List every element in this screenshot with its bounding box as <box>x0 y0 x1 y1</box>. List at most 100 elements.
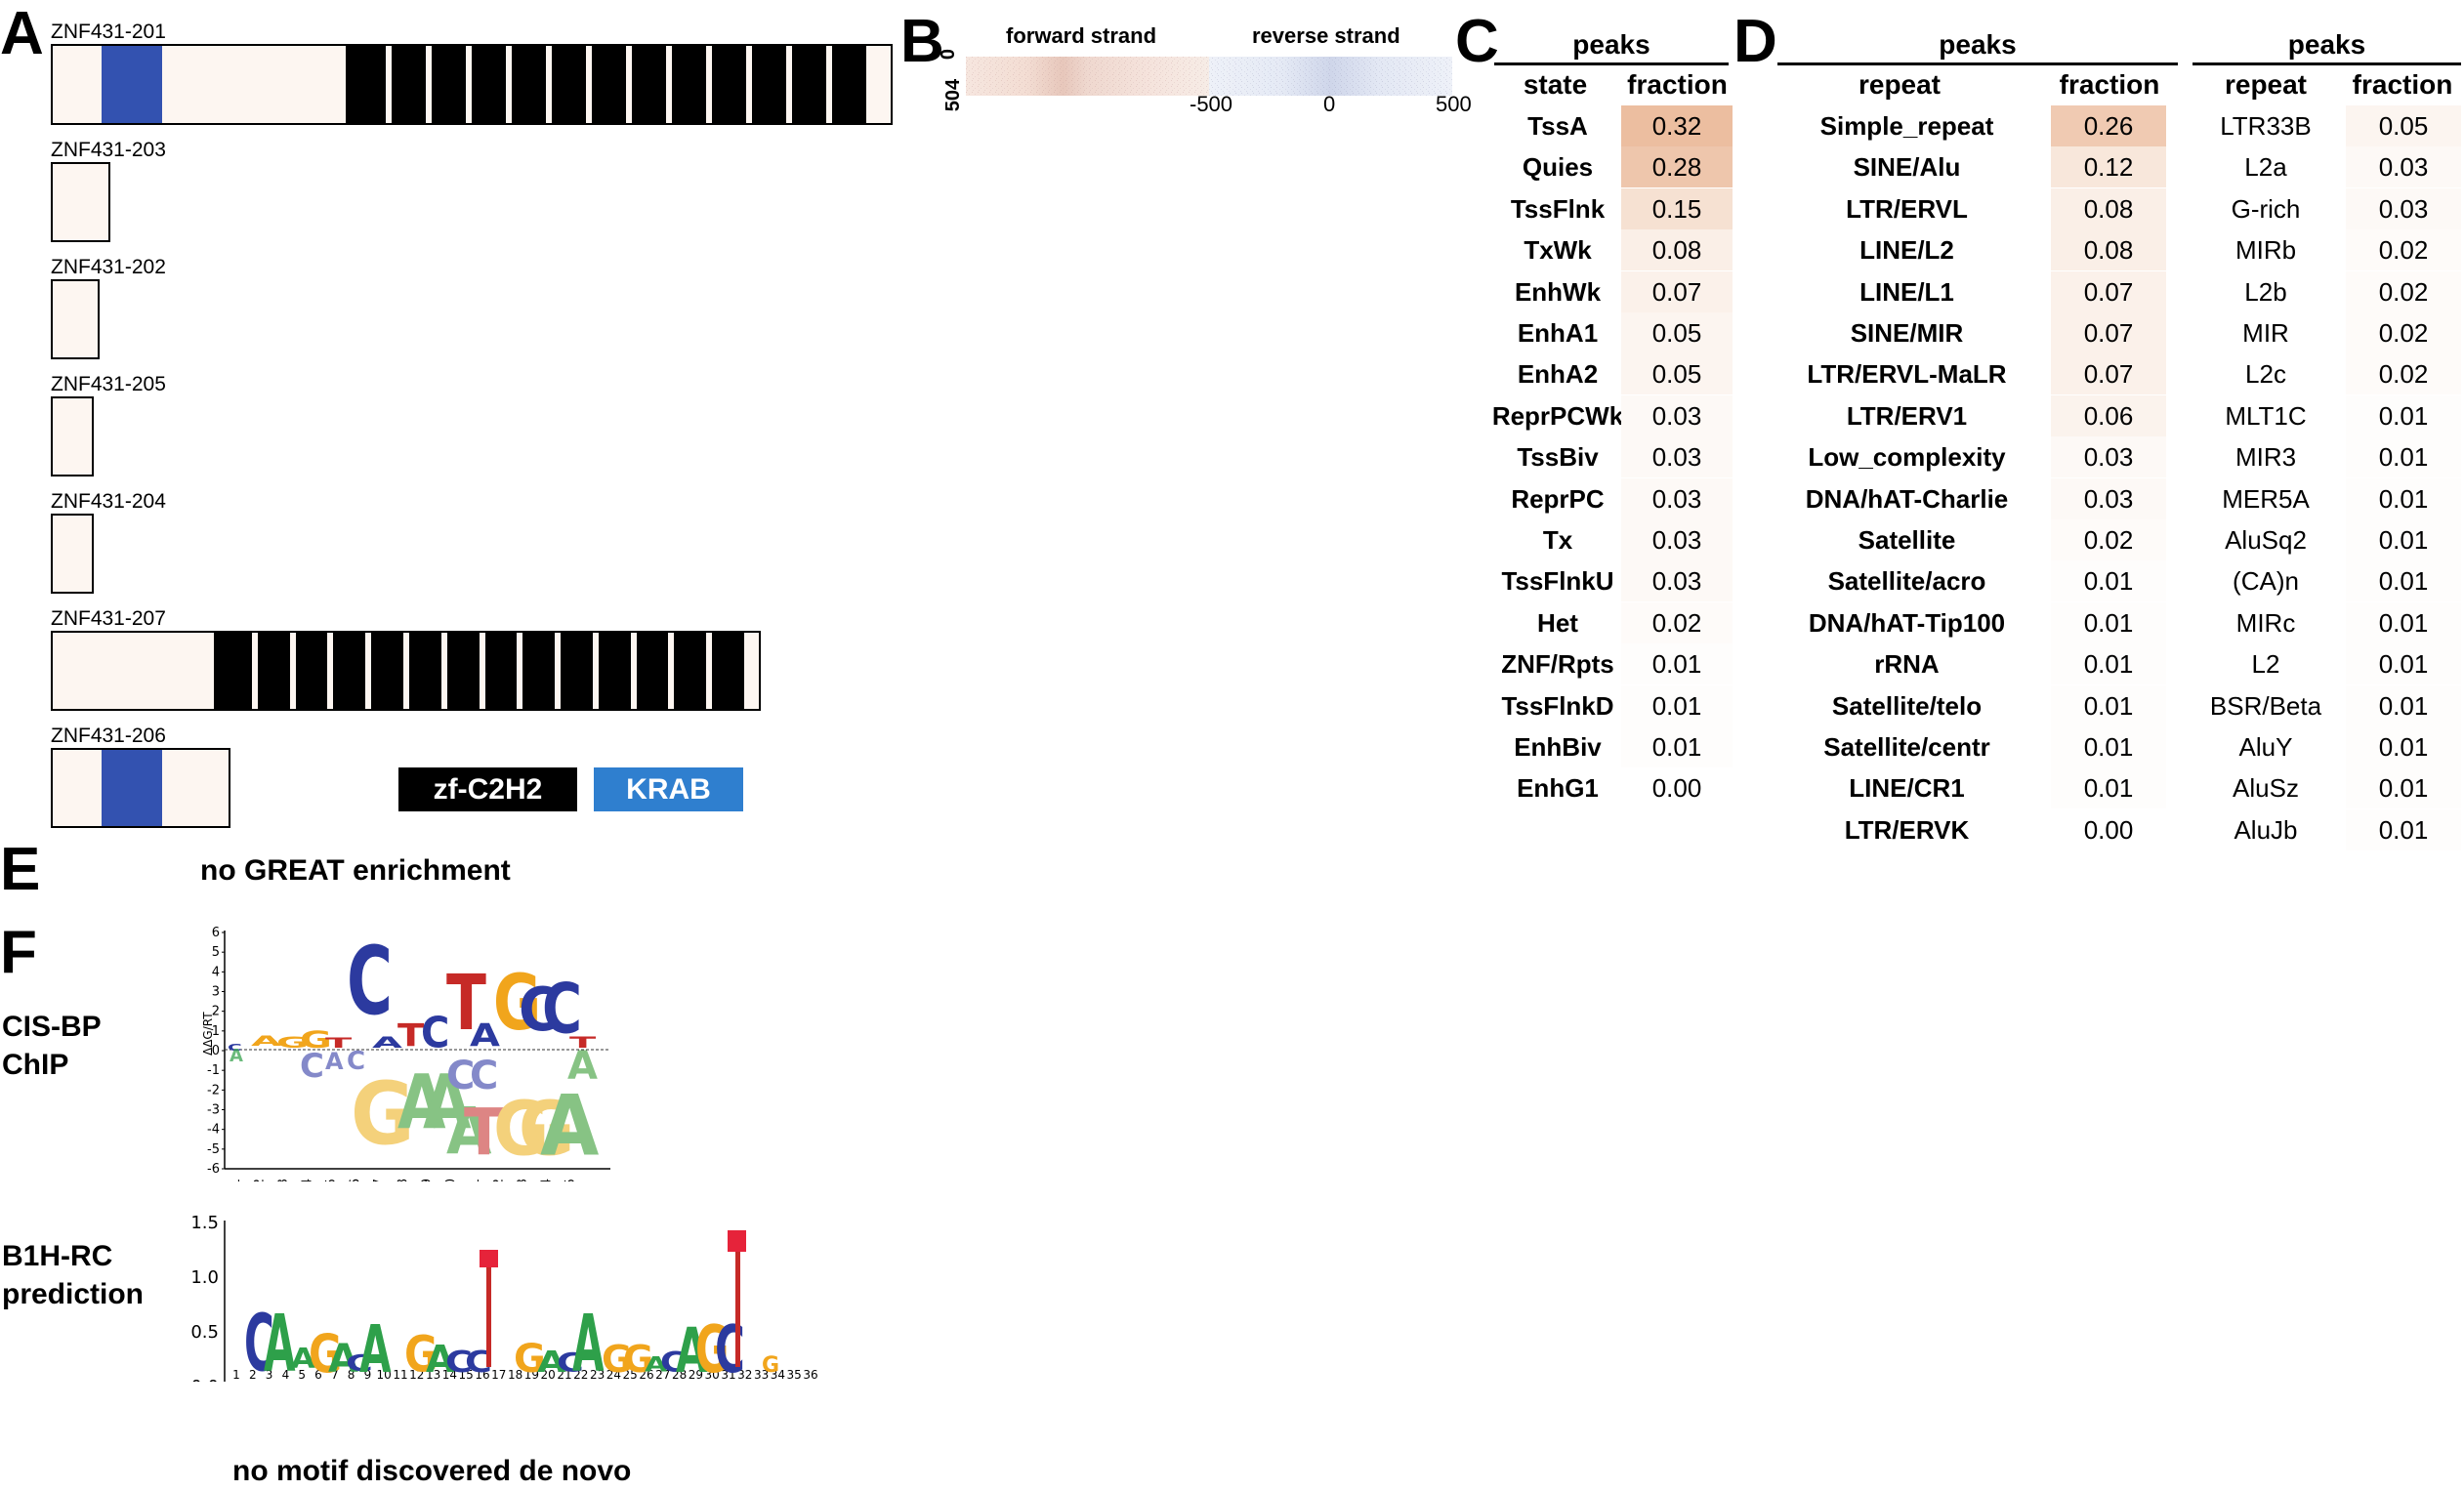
cisbp-xtick: 9 <box>420 1179 435 1181</box>
zf-separator <box>386 46 392 123</box>
b1h-xtick: 19 <box>524 1368 539 1382</box>
svg-text:A: A <box>325 1048 344 1075</box>
chromhmm-state: EnhA2 <box>1517 359 1599 390</box>
b1h-xtick: 27 <box>655 1368 670 1382</box>
b1h-xtick: 30 <box>705 1368 720 1382</box>
cisbp-ytick: 1 <box>212 1024 220 1039</box>
chromhmm-title: peaks <box>1572 29 1650 60</box>
repeat-family-name: MIRb <box>2234 235 2297 266</box>
cisbp-label-1: CIS-BP <box>2 1011 102 1043</box>
chromhmm-state: EnhG1 <box>1517 773 1599 804</box>
chromhmm-fraction-cell: 0.03 <box>1621 560 1733 602</box>
svg-text:C: C <box>244 1300 274 1382</box>
b1h-xtick: 31 <box>721 1368 735 1382</box>
b1h-label-2: prediction <box>2 1278 145 1310</box>
cisbp-letters-positive: C A G G T C A T C T A G C C T <box>228 928 597 1057</box>
heatmap-xtick: -500 <box>1190 92 1233 116</box>
svg-text:A: A <box>470 1016 500 1054</box>
isoform-bar <box>51 44 893 125</box>
repeat-family-name: MIR3 <box>2234 442 2297 473</box>
svg-text:C: C <box>660 1346 686 1379</box>
svg-text:C: C <box>421 1008 449 1057</box>
cisbp-xtick: 14 <box>540 1179 555 1181</box>
repeat-class-name: rRNA <box>1874 649 1940 680</box>
zf-separator <box>826 46 832 123</box>
repeat-family-fraction-cell: 0.05 <box>2346 105 2461 146</box>
b1h-xtick: 22 <box>573 1368 588 1382</box>
b1h-xtick: 7 <box>331 1368 339 1382</box>
repeat-class-name: LINE/CR1 <box>1849 773 1965 804</box>
chromhmm-state: TssFlnkD <box>1501 690 1614 721</box>
svg-text:A: A <box>359 1312 392 1382</box>
cisbp-xtick: 2 <box>253 1179 268 1181</box>
repeat-family-title: peaks <box>2287 29 2366 60</box>
repeat-family-name: MIRc <box>2235 607 2296 638</box>
svg-text:T: T <box>397 1016 425 1054</box>
chromhmm-state: Het <box>1537 607 1578 638</box>
repeat-family-name: AluJb <box>2234 814 2298 845</box>
b1h-xtick: 24 <box>606 1368 621 1382</box>
repeat-class-fraction-cell: 0.01 <box>2051 601 2166 643</box>
b1h-xtick: 6 <box>314 1368 322 1382</box>
cisbp-xtick: 6 <box>349 1179 363 1181</box>
svg-text:A: A <box>645 1353 667 1377</box>
chromhmm-fraction-cell: 0.15 <box>1621 187 1733 229</box>
svg-text:A: A <box>328 1337 358 1382</box>
repeat-class-name: Satellite/acro <box>1827 566 1986 597</box>
repeat-class-fraction-cell: 0.03 <box>2051 436 2166 478</box>
reverse-strand-label: reverse strand <box>1252 23 1400 48</box>
chromhmm-fraction-cell: 0.03 <box>1621 477 1733 519</box>
chromhmm-state: TxWk <box>1524 235 1592 266</box>
zf-separator <box>251 633 258 709</box>
cisbp-ytick: -6 <box>207 1162 220 1177</box>
repeat-class-fraction-cell: 0.03 <box>2051 477 2166 519</box>
repeat-class-name: LINE/L1 <box>1859 276 1954 307</box>
krab-domain <box>102 750 162 826</box>
repeat-family-fraction-cell: 0.03 <box>2346 146 2461 188</box>
panel-letter-b: B <box>900 8 944 75</box>
repeat-family-fraction-cell: 0.01 <box>2346 726 2461 767</box>
cisbp-xtick: 5 <box>324 1179 339 1181</box>
repeat-class-name: LTR/ERV1 <box>1846 400 1968 431</box>
denovo-text: no motif discovered de novo <box>232 1455 632 1487</box>
repeat-family-col-repeat: repeat <box>2224 69 2308 100</box>
b1h-xtick: 2 <box>249 1368 257 1382</box>
cisbp-xtick: 13 <box>516 1179 530 1181</box>
repeat-class-fraction-cell: 0.07 <box>2051 270 2166 312</box>
svg-text:A: A <box>423 1057 472 1145</box>
b1h-ytick: 1.0 <box>190 1267 219 1288</box>
b1h-ytick: 1.5 <box>190 1213 219 1233</box>
repeat-class-name: LTR/ERVL-MaLR <box>1807 359 2007 390</box>
heatmap-xtick: 500 <box>1436 92 1472 116</box>
chromhmm-fraction-cell: 0.00 <box>1621 767 1733 809</box>
repeat-class-fraction-cell: 0.07 <box>2051 353 2166 395</box>
svg-text:C: C <box>542 969 582 1049</box>
b1h-xtick: 36 <box>803 1368 817 1382</box>
legend-krab: KRAB <box>594 767 743 811</box>
chromhmm-fraction-cell: 0.03 <box>1621 519 1733 560</box>
cisbp-ytick: 6 <box>212 926 220 940</box>
chromhmm-rule <box>1494 62 1729 65</box>
b1h-xtick: 28 <box>672 1368 687 1382</box>
repeat-family-col-fraction: fraction <box>2352 69 2453 100</box>
svg-text:A: A <box>537 1345 566 1379</box>
chromhmm-col-state: state <box>1523 69 1588 100</box>
cisbp-xtick: 10 <box>444 1179 459 1181</box>
b1h-xtick: 34 <box>771 1368 785 1382</box>
chromhmm-state: EnhWk <box>1514 276 1602 307</box>
chromhmm-fraction-cell: 0.01 <box>1621 684 1733 726</box>
zf-domain-block <box>214 633 744 709</box>
repeat-class-fraction-cell: 0.07 <box>2051 312 2166 353</box>
b1h-xtick: 5 <box>298 1368 306 1382</box>
strand-heatmap <box>966 57 1452 96</box>
repeat-class-name: Satellite <box>1858 525 1956 555</box>
cisbp-ytick: -2 <box>207 1083 220 1098</box>
chromhmm-state: ReprPC <box>1511 483 1605 514</box>
heatmap-y-bottom: 504 <box>942 78 965 112</box>
panel-letter-c: C <box>1455 8 1499 75</box>
svg-text:A: A <box>230 1046 243 1066</box>
repeat-class-name: LTR/ERVL <box>1846 193 1968 224</box>
zf-separator <box>440 633 447 709</box>
repeat-class-rule <box>1777 62 2178 65</box>
svg-text:C: C <box>470 1054 498 1098</box>
